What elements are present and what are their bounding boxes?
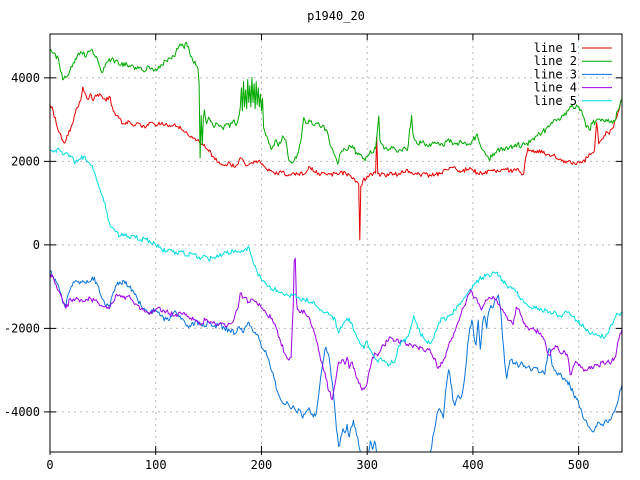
- x-tick-label: 0: [46, 458, 53, 472]
- chart-title: p1940_20: [307, 9, 365, 23]
- axis-layer: 0 100 200 300 400 500 4000 2000 0 -2000 -4000: [4, 33, 623, 472]
- series-line-5: [50, 147, 622, 367]
- legend-entry: line 1: [534, 41, 612, 55]
- legend-label: line 3: [534, 67, 577, 81]
- series-layer: [50, 41, 622, 452]
- legend-entry: line 5: [534, 94, 612, 108]
- series-line-2: [50, 41, 622, 165]
- x-tick-label: 400: [462, 458, 484, 472]
- y-tick-label: 4000: [11, 71, 40, 85]
- x-tick-label: 100: [145, 458, 167, 472]
- x-tick-label: 200: [251, 458, 273, 472]
- legend-entry: line 2: [534, 54, 612, 68]
- legend-label: line 5: [534, 94, 577, 108]
- series-line-4: [50, 257, 622, 401]
- x-tick-label: 300: [356, 458, 378, 472]
- legend-label: line 2: [534, 54, 577, 68]
- series-line-1: [50, 86, 622, 241]
- legend-label: line 1: [534, 41, 577, 55]
- y-tick-label: -2000: [4, 321, 40, 335]
- legend-entry: line 4: [534, 81, 612, 95]
- legend-entry: line 3: [534, 67, 612, 81]
- y-tick-label: 0: [33, 238, 40, 252]
- y-tick-label: -4000: [4, 405, 40, 419]
- legend-label: line 4: [534, 81, 577, 95]
- y-tick-label: 2000: [11, 154, 40, 168]
- plot-border: [49, 33, 623, 453]
- series-line-3: [50, 270, 622, 452]
- x-tick-label: 500: [568, 458, 590, 472]
